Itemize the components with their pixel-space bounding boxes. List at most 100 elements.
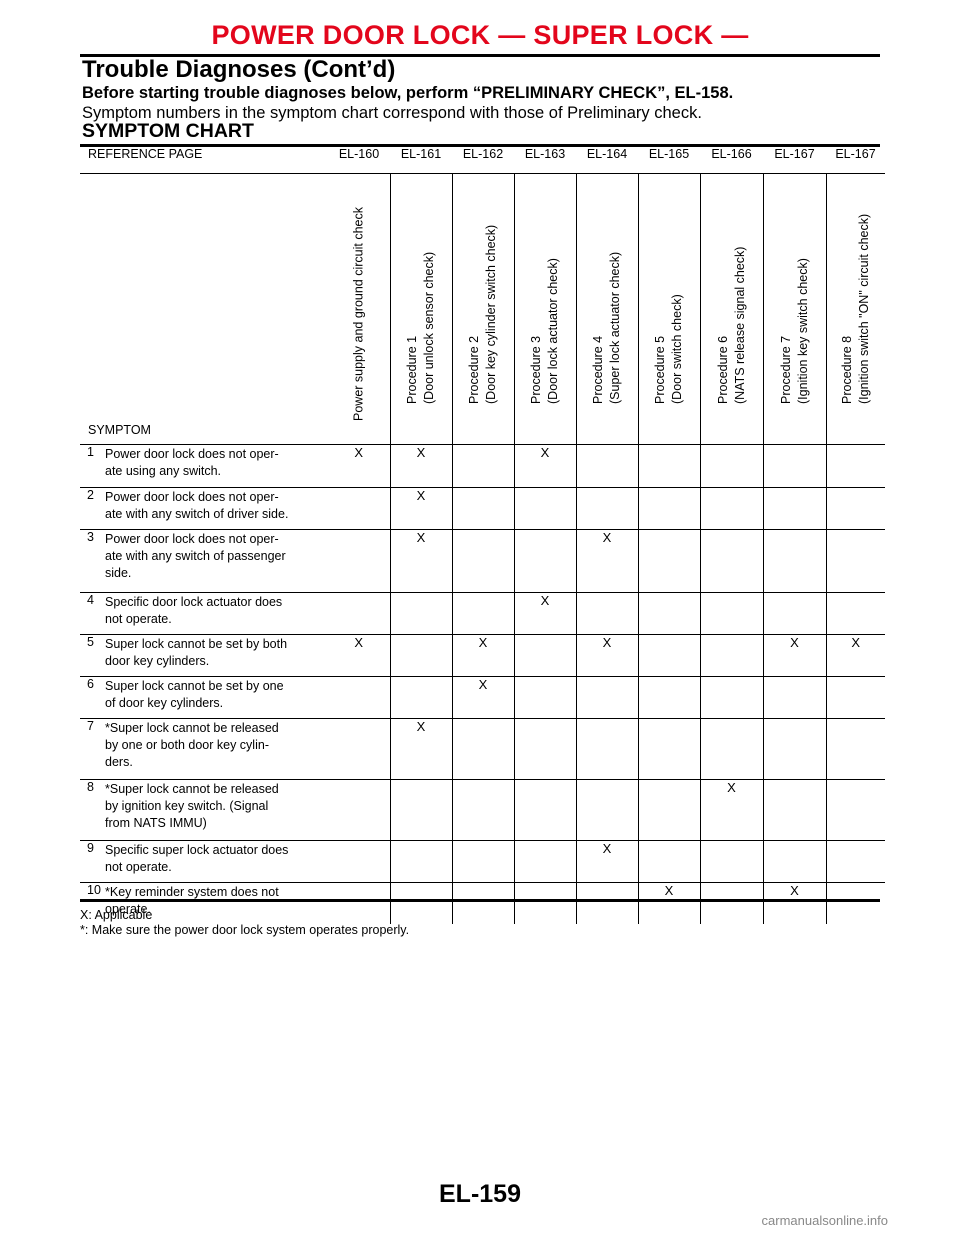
symptom-number: 9 (80, 840, 105, 883)
applicability-mark (762, 840, 826, 883)
applicability-mark (328, 529, 390, 593)
symptom-row: 5 Super lock cannot be set by both door k… (80, 634, 885, 677)
applicability-mark (762, 529, 826, 593)
table-notes: X: Applicable *: Make sure the power doo… (80, 908, 409, 938)
page-subtitle: Trouble Diagnoses (Cont’d) (82, 56, 396, 83)
procedure-header: Procedure 2 (Door key cylinder switch che… (451, 173, 514, 445)
applicability-mark (825, 882, 885, 924)
applicability-mark (825, 779, 885, 841)
symptom-row: 10 *Key reminder system does not operate.… (80, 882, 885, 924)
applicability-mark (575, 779, 638, 841)
procedure-header-label: Procedure 5 (Door switch check) (652, 294, 686, 404)
applicability-mark (699, 444, 763, 488)
applicability-mark (637, 529, 700, 593)
symptom-row: 3 Power door lock does not oper- ate with… (80, 529, 885, 593)
applicability-mark (825, 529, 885, 593)
applicability-mark (328, 676, 390, 719)
applicability-mark (451, 444, 514, 488)
applicability-mark: X (699, 779, 763, 841)
applicability-mark (513, 840, 576, 883)
applicability-mark (699, 840, 763, 883)
applicability-mark (637, 592, 700, 635)
applicability-mark (699, 529, 763, 593)
procedure-header-label: Procedure 2 (Door key cylinder switch che… (466, 225, 500, 404)
procedure-description: (Door lock actuator check) (546, 258, 560, 404)
procedure-header-label: Procedure 6 (NATS release signal check) (715, 247, 749, 404)
applicability-mark (451, 529, 514, 593)
applicability-mark: X (389, 718, 452, 780)
applicability-mark (637, 634, 700, 677)
applicability-mark (451, 882, 514, 924)
procedure-header: Procedure 4 (Super lock actuator check) (575, 173, 638, 445)
table-top-rule (80, 144, 880, 147)
symptom-label: SYMPTOM (80, 173, 328, 445)
procedure-header: Procedure 6 (NATS release signal check) (699, 173, 763, 445)
applicability-mark: X (513, 444, 576, 488)
applicability-mark: X (637, 882, 700, 924)
procedure-header: Procedure 3 (Door lock actuator check) (513, 173, 576, 445)
reference-page-cell: EL-167 (826, 147, 885, 174)
applicability-mark: X (328, 444, 390, 488)
applicability-mark: X (513, 592, 576, 635)
procedure-description: (Door switch check) (670, 294, 684, 404)
applicability-mark (699, 592, 763, 635)
procedure-name: Procedure 8 (839, 335, 854, 404)
applicability-mark: X (389, 529, 452, 593)
procedure-name: Procedure 1 (405, 335, 419, 404)
symptom-row: 7 *Super lock cannot be released by one o… (80, 718, 885, 780)
symptom-number: 8 (80, 779, 105, 841)
header-rule (80, 54, 880, 57)
applicability-mark (328, 487, 390, 530)
applicability-mark (575, 487, 638, 530)
symptom-description: Super lock cannot be set by one of door … (105, 676, 328, 719)
applicability-mark (389, 634, 452, 677)
applicability-mark (451, 718, 514, 780)
reference-page-cell: EL-167 (763, 147, 826, 174)
procedure-header-label: Procedure 3 (Door lock actuator check) (528, 258, 562, 404)
applicability-mark (389, 676, 452, 719)
applicability-mark: X (451, 634, 514, 677)
applicability-mark (575, 676, 638, 719)
applicability-mark: X (389, 487, 452, 530)
procedure-header-label: Procedure 8 (Ignition switch "ON" circuit… (839, 214, 873, 404)
procedure-name: Procedure 4 (591, 335, 605, 404)
applicability-mark (825, 487, 885, 530)
reference-page-cell: EL-163 (514, 147, 576, 174)
symptom-number: 1 (80, 444, 105, 488)
applicability-mark: X (389, 444, 452, 488)
procedure-description: (Ignition key switch check) (795, 258, 810, 404)
symptom-description: Power door lock does not oper- ate with … (105, 487, 328, 530)
page-number: EL-159 (439, 1180, 521, 1208)
watermark: carmanualsonline.info (761, 1213, 888, 1228)
applicability-mark (825, 592, 885, 635)
symptom-description: *Super lock cannot be released by igniti… (105, 779, 328, 841)
procedure-header-label: Procedure 7 (Ignition key switch check) (778, 258, 812, 404)
applicability-mark (575, 718, 638, 780)
procedure-header-label: Procedure 4 (Super lock actuator check) (590, 252, 624, 404)
applicability-mark (328, 718, 390, 780)
procedure-name: Procedure 2 (467, 335, 481, 404)
reference-page-cell: EL-164 (576, 147, 638, 174)
applicability-mark (389, 840, 452, 883)
symptom-description: Power door lock does not oper- ate with … (105, 529, 328, 593)
applicability-mark (699, 676, 763, 719)
applicability-mark (513, 487, 576, 530)
symptom-row: 8 *Super lock cannot be released by ignit… (80, 779, 885, 841)
applicability-mark: X (575, 634, 638, 677)
symptom-description: *Super lock cannot be released by one or… (105, 718, 328, 780)
table-bottom-rule (80, 899, 880, 902)
applicability-mark: X (328, 634, 390, 677)
intro-instruction: Before starting trouble diagnoses below,… (82, 84, 734, 102)
procedure-header: Power supply and ground circuit check (328, 173, 390, 445)
applicability-mark (513, 779, 576, 841)
symptom-number: 2 (80, 487, 105, 530)
applicability-mark (825, 840, 885, 883)
symptom-number: 7 (80, 718, 105, 780)
applicability-mark (513, 718, 576, 780)
applicability-mark (825, 444, 885, 488)
symptom-row: 4 Specific door lock actuator does not op… (80, 592, 885, 635)
intro-note: Symptom numbers in the symptom chart cor… (82, 104, 702, 122)
applicability-mark (389, 779, 452, 841)
symptom-number: 10 (87, 883, 101, 897)
applicability-mark (575, 592, 638, 635)
